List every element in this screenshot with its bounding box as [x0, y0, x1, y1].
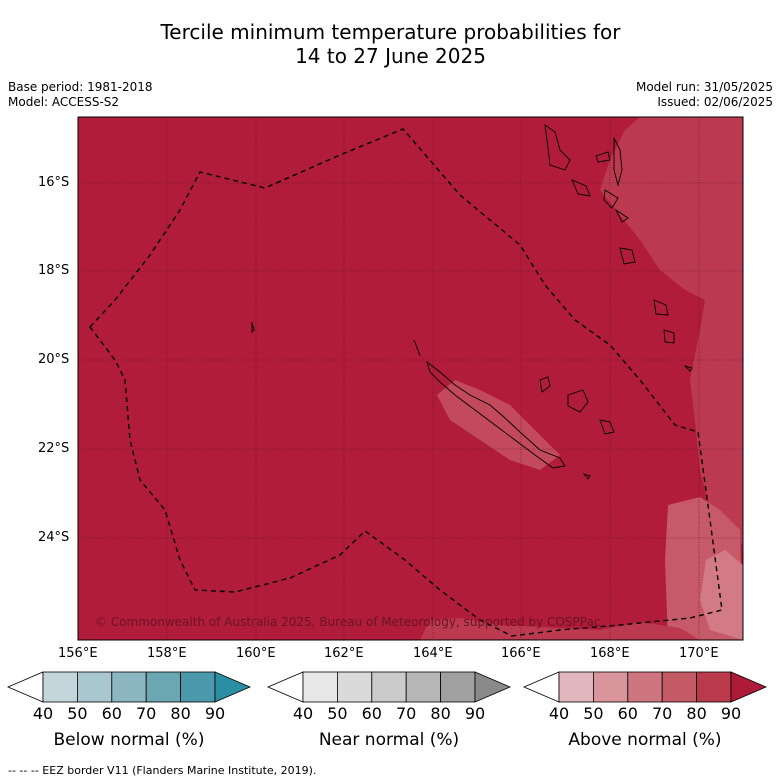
vanuatu-coast-7 — [619, 247, 636, 265]
legend-near-tick: 50 — [327, 704, 348, 723]
loyalty-island-2 — [567, 389, 589, 413]
legend-above-tick: 90 — [720, 704, 742, 723]
title-line-1: Tercile minimum temperature probabilitie… — [160, 20, 621, 44]
vanuatu-coast-9 — [663, 329, 675, 344]
lat-label-16s: 16°S — [38, 175, 70, 190]
legend-above-tick: 50 — [583, 704, 604, 723]
base-period: Base period: 1981-2018 — [8, 80, 153, 94]
loyalty-island-3 — [599, 419, 615, 435]
legend-near-tick: 90 — [464, 704, 486, 723]
eez-footnote: -- -- -- EEZ border V11 (Flanders Marine… — [8, 764, 317, 777]
legend-below-tick: 60 — [101, 704, 122, 723]
probability-zone-80 — [600, 117, 743, 545]
map-frame — [77, 116, 744, 641]
lat-label-22s: 22°S — [38, 441, 70, 456]
legend-above-cell — [661, 671, 698, 703]
lon-label-158e: 158°E — [147, 646, 187, 661]
legend-near-cell — [405, 671, 442, 703]
map-area: © Commonwealth of Australia 2025, Bureau… — [78, 117, 743, 640]
legend-below — [6, 671, 252, 703]
legend-near-label: Near normal (%) — [318, 730, 460, 750]
legend-near-tick: 60 — [361, 704, 382, 723]
legend-above — [522, 671, 768, 703]
legend-near-tick: 80 — [430, 704, 451, 723]
legend-below-cell — [42, 671, 78, 703]
eez-border — [89, 128, 723, 637]
legend-below-label: Below normal (%) — [53, 730, 205, 750]
legend-near — [266, 671, 512, 703]
vanuatu-coast-2 — [595, 151, 611, 163]
model-name: Model: ACCESS-S2 — [8, 95, 120, 109]
legend-near-cell — [302, 671, 338, 703]
lon-label-156e: 156°E — [58, 646, 98, 661]
lat-label-20s: 20°S — [38, 352, 70, 367]
legend-near-cell — [336, 671, 373, 703]
legend-above-cell — [558, 671, 594, 703]
legend-below-cell — [180, 671, 216, 703]
legend-below-tick: 70 — [136, 704, 157, 723]
legend-below-lowend — [6, 671, 44, 703]
legend-near-cell — [440, 671, 476, 703]
legend-below-tick: 80 — [170, 704, 191, 723]
islet-south — [582, 473, 591, 480]
vanuatu-coast-1 — [544, 124, 571, 171]
legend-near-lowend — [266, 671, 304, 703]
lon-label-170e: 170°E — [679, 646, 719, 661]
title-line-2: 14 to 27 June 2025 — [295, 44, 486, 68]
legend-above-tick: 80 — [686, 704, 707, 723]
legend-above-cell — [696, 671, 732, 703]
legend-near-cell — [371, 671, 407, 703]
legend-near-cells — [302, 671, 476, 703]
probability-zone-60 — [700, 550, 743, 640]
legend-above-tick: 70 — [652, 704, 673, 723]
legend-above-cell — [627, 671, 663, 703]
legend-above-lowend — [522, 671, 560, 703]
islet-west — [251, 321, 255, 334]
vanuatu-coast-4 — [571, 179, 591, 197]
lat-label-18s: 18°S — [38, 263, 70, 278]
legend-below-tick: 50 — [67, 704, 88, 723]
legend-near-highend — [474, 671, 512, 703]
meta-left: Base period: 1981-2018 Model: ACCESS-S2 — [8, 80, 153, 110]
legend-below-cell — [111, 671, 147, 703]
lon-label-166e: 166°E — [501, 646, 541, 661]
lon-label-160e: 160°E — [236, 646, 276, 661]
lon-label-162e: 162°E — [324, 646, 364, 661]
legend-above-cell — [593, 671, 629, 703]
model-run: Model run: 31/05/2025 — [635, 80, 773, 94]
vanuatu-coast-8 — [653, 299, 669, 316]
gridlines — [78, 117, 743, 640]
lon-label-168e: 168°E — [590, 646, 630, 661]
legend-above-label: Above normal (%) — [568, 730, 722, 750]
new-caledonia-coast — [426, 360, 566, 469]
probability-zone-80-south — [420, 618, 700, 640]
legend-below-tick: 40 — [32, 704, 54, 723]
vanuatu-coast-5 — [603, 189, 619, 209]
copyright-text: © Commonwealth of Australia 2025, Bureau… — [95, 615, 600, 629]
probability-zone-70-island — [437, 380, 560, 470]
legend-above-tick: 60 — [617, 704, 638, 723]
lat-label-24s: 24°S — [38, 530, 70, 545]
legend-above-cells — [558, 671, 732, 703]
legend-near-tick: 70 — [396, 704, 417, 723]
legend-below-cells — [42, 671, 216, 703]
coastlines — [251, 124, 693, 480]
lon-label-164e: 164°E — [413, 646, 453, 661]
legend-below-tick: 90 — [204, 704, 226, 723]
legend-below-highend — [214, 671, 252, 703]
legend-above-highend — [730, 671, 768, 703]
loyalty-island-1 — [539, 376, 551, 393]
legend-above-tick: 40 — [548, 704, 570, 723]
legend-below-cell — [145, 671, 181, 703]
islet-east — [683, 365, 693, 372]
meta-right: Model run: 31/05/2025 Issued: 02/06/2025 — [636, 80, 773, 110]
legend-near-tick: 40 — [292, 704, 314, 723]
legend-below-cell — [77, 671, 113, 703]
vanuatu-coast-3 — [613, 137, 623, 187]
map-title: Tercile minimum temperature probabilitie… — [0, 20, 781, 68]
islet-coast — [413, 339, 421, 357]
vanuatu-coast-6 — [614, 208, 629, 223]
issued-date: Issued: 02/06/2025 — [657, 95, 773, 109]
